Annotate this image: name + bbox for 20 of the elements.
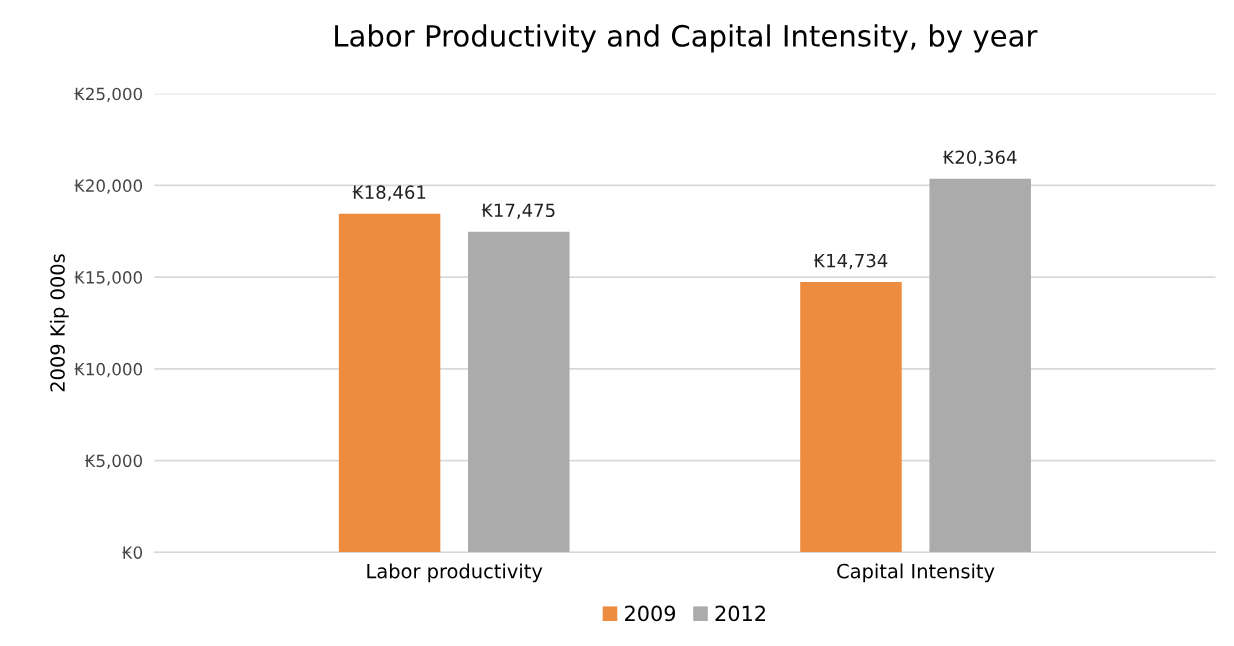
- x-tick-label: Labor productivity: [367, 563, 543, 583]
- chart-title: Labor Productivity and Capital Intensity, by year: [335, 24, 1038, 53]
- y-tick-label: ₭5,000: [85, 454, 143, 469]
- bar: [800, 282, 902, 553]
- bar: [929, 178, 1031, 553]
- bar: [468, 231, 570, 553]
- y-axis-title: 2009 Kip 000s: [49, 254, 69, 392]
- y-tick-label: ₭0: [122, 546, 143, 559]
- y-tick-label: ₭20,000: [74, 179, 143, 194]
- y-tick-label: ₭10,000: [74, 362, 143, 378]
- data-label: ₭20,364: [943, 150, 1017, 166]
- x-tick-label: Capital Intensity: [837, 563, 995, 583]
- data-label: ₭18,461: [352, 185, 426, 201]
- legend-label: 2012: [715, 605, 765, 622]
- bar: [338, 213, 441, 553]
- y-tick-label: ₭25,000: [74, 87, 143, 102]
- legend-label: 2009: [625, 605, 676, 622]
- data-label: ₭14,734: [814, 253, 888, 270]
- data-label: ₭17,475: [481, 203, 555, 219]
- y-tick-label: ₭15,000: [74, 271, 143, 286]
